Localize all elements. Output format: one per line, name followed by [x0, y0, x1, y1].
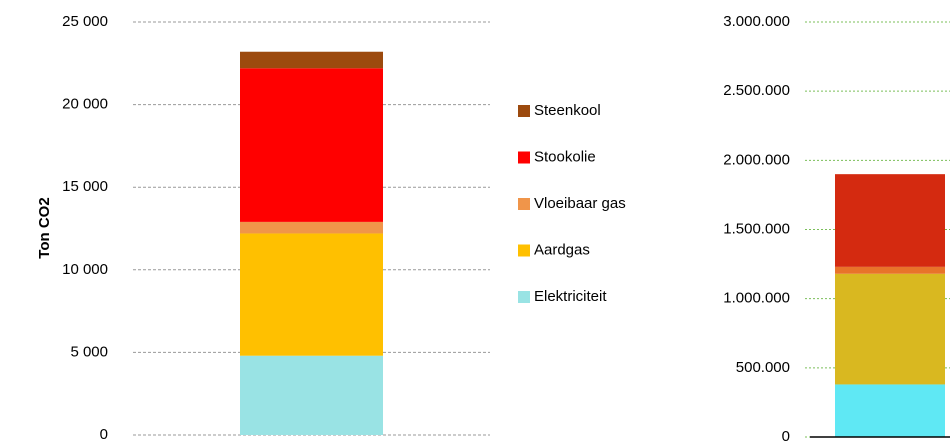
legend-swatch: [518, 151, 530, 164]
y-tick-label: 10 000: [62, 261, 108, 278]
bar-segment: [835, 384, 945, 437]
bar-segment: [240, 221, 383, 234]
legend-label: Steenkool: [534, 102, 601, 119]
legend-label: Elektriciteit: [534, 288, 607, 305]
bar-segment: [835, 266, 945, 274]
y-axis-label: Ton CO2: [36, 197, 53, 258]
bar-segment: [835, 273, 945, 385]
y-tick-label: 1.000.000: [723, 290, 790, 307]
y-tick-label: 5 000: [70, 343, 108, 360]
y-tick-label: 2.000.000: [723, 151, 790, 168]
legend-label: Aardgas: [534, 241, 590, 258]
legend-label: Vloeibaar gas: [534, 195, 626, 212]
y-tick-label: 1.500.000: [723, 220, 790, 237]
bar-segment: [240, 68, 383, 222]
y-tick-label: 3.000.000: [723, 13, 790, 30]
y-tick-label: 20 000: [62, 96, 108, 113]
legend-label: Stookolie: [534, 148, 596, 165]
legend-swatch: [518, 105, 530, 117]
bar-segment: [240, 355, 383, 435]
y-tick-label: 2.500.000: [723, 82, 790, 99]
legend-swatch: [518, 244, 530, 257]
bar-segment: [240, 51, 383, 69]
legend-swatch: [518, 198, 530, 210]
y-tick-label: 25 000: [62, 13, 108, 30]
bar-segment: [835, 174, 945, 267]
y-tick-label: 500.000: [736, 359, 790, 376]
legend-swatch: [518, 291, 530, 303]
y-tick-label: 15 000: [62, 178, 108, 195]
y-tick-label: 0: [100, 426, 108, 443]
y-tick-label: 0: [782, 428, 790, 445]
bar-segment: [240, 233, 383, 356]
